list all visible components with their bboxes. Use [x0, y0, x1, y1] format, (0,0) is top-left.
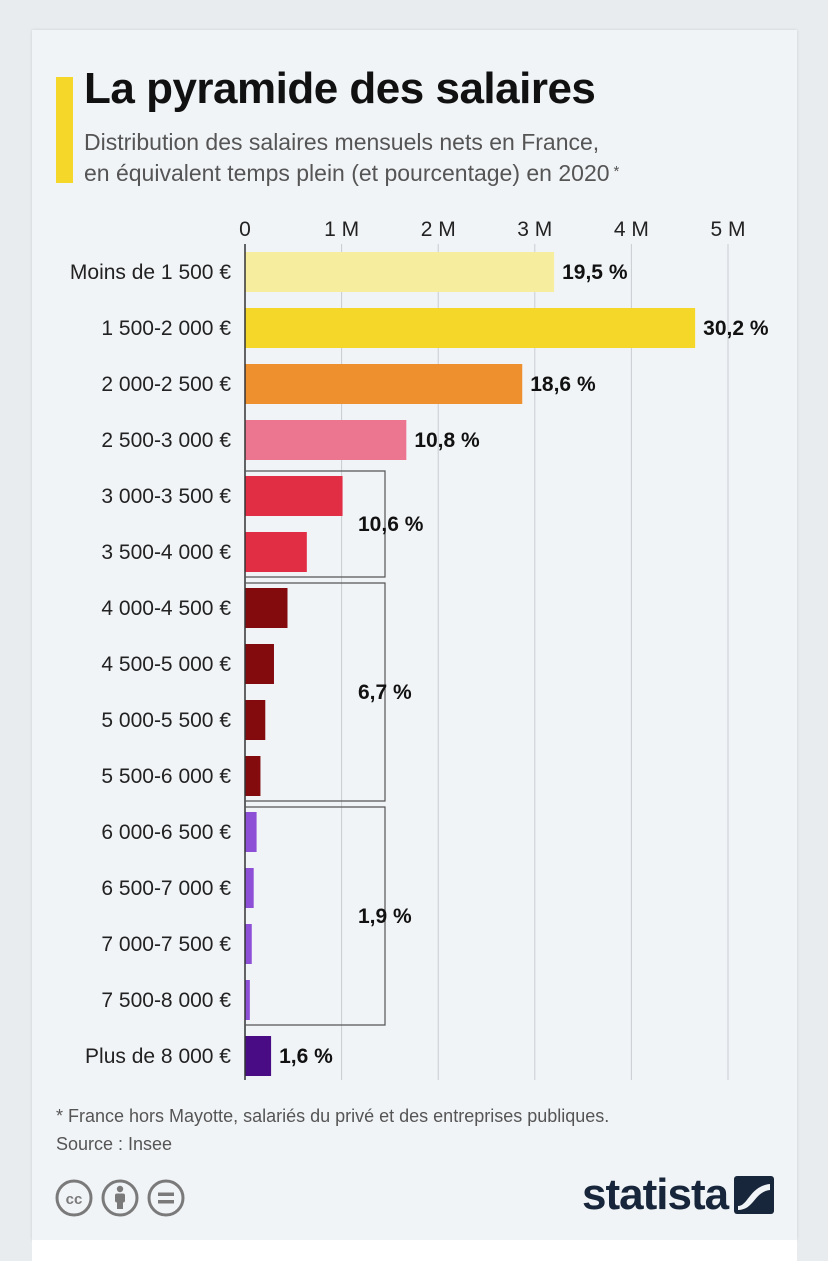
statista-logo-icon [734, 1176, 775, 1214]
group-bracket [245, 806, 386, 1026]
subtitle-footnote-mark: * [613, 163, 620, 180]
group-bracket [245, 470, 386, 578]
subtitle-line-2: en équivalent temps plein (et pourcentag… [84, 158, 784, 189]
category-label: 2 000-2 500 € [101, 373, 231, 396]
creative-commons-icon: cc [55, 1179, 93, 1217]
chart-subtitle: Distribution des salaires mensuels nets … [84, 127, 784, 189]
data-label: 10,8 % [414, 429, 480, 452]
statista-wordmark: statista [582, 1170, 729, 1219]
data-label: 19,5 % [562, 261, 628, 284]
x-tick-label: 0 [239, 218, 251, 241]
bar [245, 700, 266, 740]
bar [245, 476, 343, 516]
license-icons: cc [55, 1179, 190, 1217]
category-label: Moins de 1 500 € [70, 261, 231, 284]
data-label: 18,6 % [530, 373, 596, 396]
bar [245, 756, 261, 796]
chart-title: La pyramide des salaires [84, 64, 596, 113]
category-label: 3 500-4 000 € [101, 541, 231, 564]
group-bracket [245, 582, 386, 802]
bar [245, 364, 523, 404]
data-label: 1,6 % [279, 1045, 333, 1068]
bar [245, 252, 555, 292]
no-derivatives-icon [147, 1179, 185, 1217]
bar [245, 308, 696, 348]
footnote: * France hors Mayotte, salariés du privé… [56, 1106, 610, 1126]
bar [245, 420, 407, 460]
bar [245, 588, 288, 628]
bar [245, 980, 250, 1020]
group-label: 6,7 % [358, 681, 412, 704]
group-label: 1,9 % [358, 905, 412, 928]
bar [245, 924, 252, 964]
statista-logo: statista [582, 1170, 775, 1220]
category-label: 6 500-7 000 € [101, 877, 231, 900]
group-label: 10,6 % [358, 513, 424, 536]
bar [245, 644, 274, 684]
source-note: Source : Insee [56, 1134, 173, 1154]
category-label: 4 000-4 500 € [101, 597, 231, 620]
category-label: 7 500-8 000 € [101, 989, 231, 1012]
x-tick-label: 1 M [324, 218, 359, 241]
x-tick-label: 4 M [614, 218, 649, 241]
category-label: 5 500-6 000 € [101, 765, 231, 788]
category-label: 3 000-3 500 € [101, 485, 231, 508]
svg-text:cc: cc [66, 1191, 83, 1208]
title-accent-bar [56, 77, 73, 183]
bar [245, 812, 257, 852]
attribution-icon [101, 1179, 139, 1217]
subtitle-line-2-text: en équivalent temps plein (et pourcentag… [84, 160, 610, 186]
category-label: 5 000-5 500 € [101, 709, 231, 732]
page-bottom-strip [32, 1240, 797, 1261]
category-label: Plus de 8 000 € [85, 1045, 231, 1068]
category-label: 6 000-6 500 € [101, 821, 231, 844]
data-label: 30,2 % [703, 317, 769, 340]
category-label: 7 000-7 500 € [101, 933, 231, 956]
bar [245, 868, 254, 908]
category-label: 2 500-3 000 € [101, 429, 231, 452]
category-label: 1 500-2 000 € [101, 317, 231, 340]
infographic-card [32, 30, 797, 1240]
category-label: 4 500-5 000 € [101, 653, 231, 676]
x-tick-label: 2 M [421, 218, 456, 241]
subtitle-line-1: Distribution des salaires mensuels nets … [84, 129, 600, 155]
salary-bar-chart: 0 1 M 2 M 3 M 4 M 5 M Moins de 1 500 € 1 500-2 … [70, 218, 769, 1080]
x-tick-label: 3 M [517, 218, 552, 241]
bar [245, 532, 307, 572]
x-tick-label: 5 M [710, 218, 745, 241]
bar [245, 1036, 272, 1076]
